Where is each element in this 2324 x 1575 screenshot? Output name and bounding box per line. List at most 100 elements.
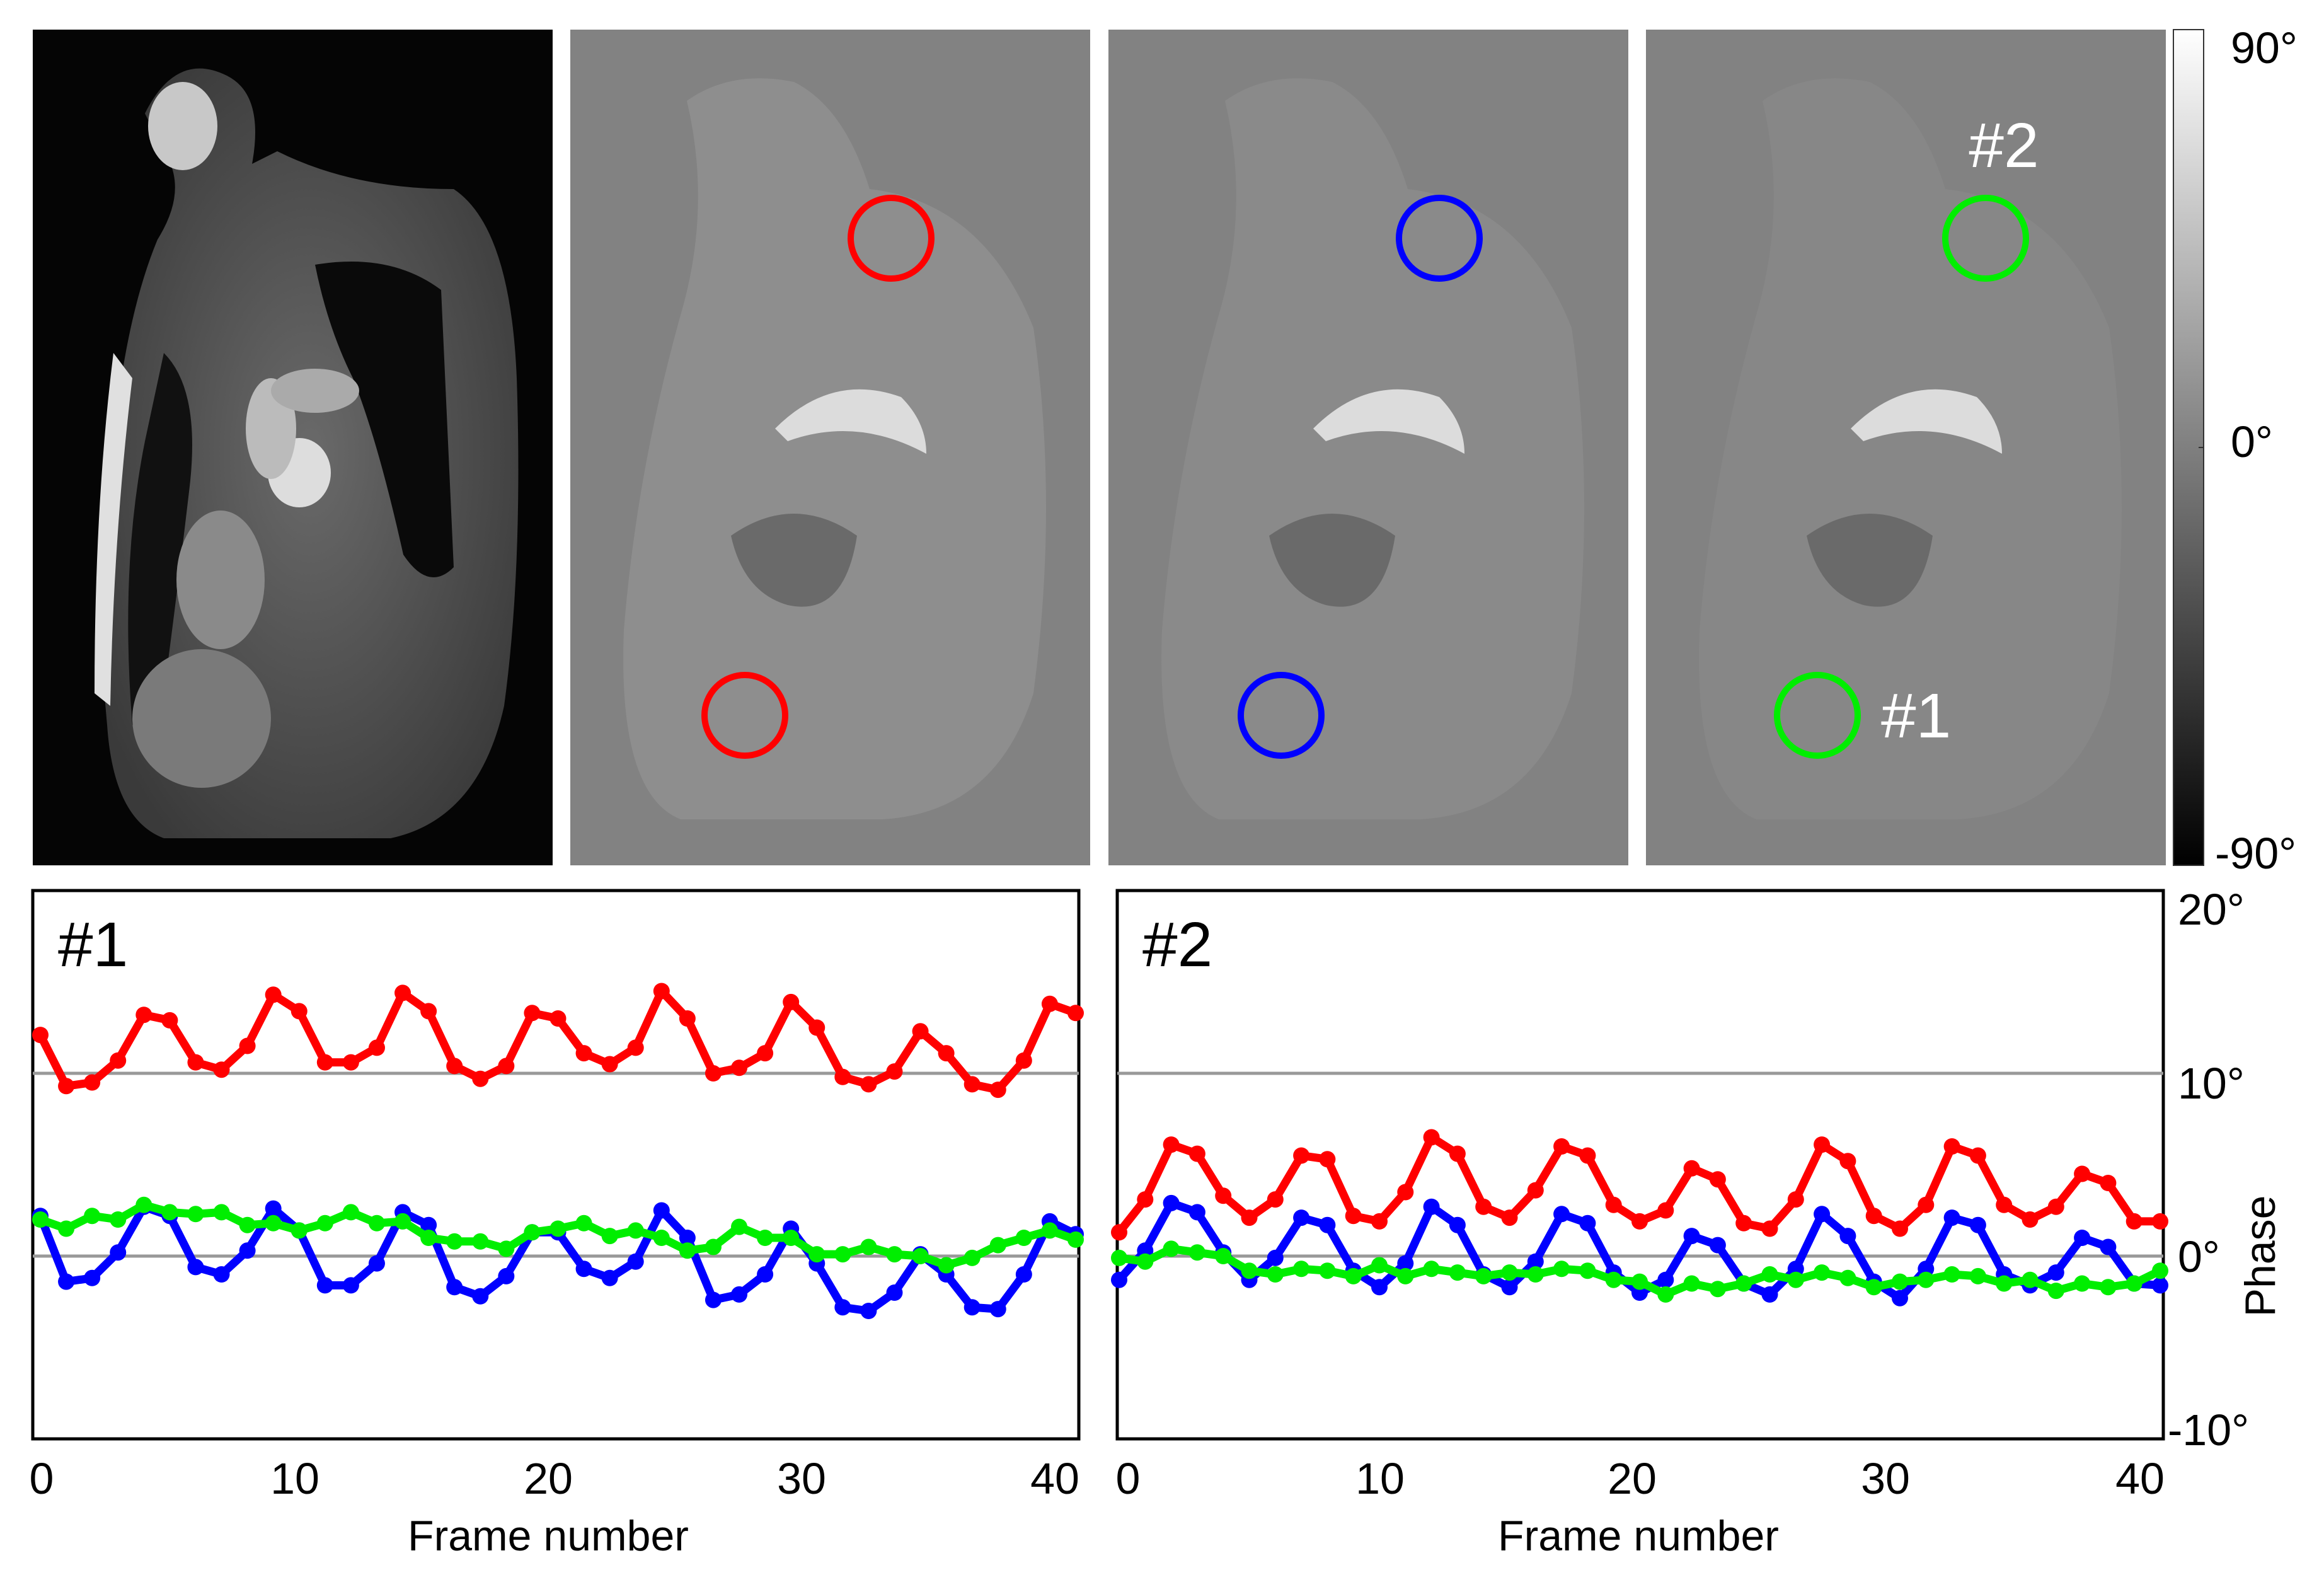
- data-point-red: [575, 1045, 592, 1062]
- data-point-blue: [187, 1259, 204, 1276]
- data-point-blue: [2152, 1277, 2168, 1294]
- data-point-green: [342, 1204, 359, 1221]
- data-point-green: [549, 1220, 567, 1237]
- data-point-red: [964, 1076, 981, 1093]
- data-point-green: [394, 1213, 411, 1230]
- data-point-red: [1709, 1171, 1726, 1188]
- data-point-blue: [575, 1261, 592, 1278]
- data-point-red: [731, 1059, 748, 1076]
- data-point-blue: [886, 1284, 903, 1301]
- plot-frame: [31, 889, 1081, 1441]
- data-point-green: [783, 1230, 800, 1246]
- data-point-green: [2152, 1262, 2168, 1279]
- data-point-green: [1111, 1249, 1127, 1266]
- data-point-red: [938, 1045, 955, 1062]
- plot-title: #1: [58, 909, 128, 980]
- data-point-red: [135, 1007, 152, 1024]
- data-point-blue: [446, 1279, 463, 1296]
- colorbar: 90° 0° -90°: [2173, 23, 2298, 878]
- data-point-red: [912, 1023, 929, 1040]
- data-point-red: [1015, 1052, 1032, 1069]
- data-point-green: [84, 1208, 101, 1225]
- x-tick-label: 10: [1355, 1454, 1405, 1503]
- data-point-red: [187, 1054, 204, 1071]
- data-point-green: [265, 1214, 282, 1232]
- data-point-red: [290, 1003, 308, 1020]
- data-point-red: [549, 1010, 567, 1027]
- roi-label-2: #2: [1969, 110, 2039, 181]
- roi-circle-blue-2: [1396, 195, 1483, 282]
- data-point-green: [1267, 1266, 1284, 1283]
- data-point-blue: [1188, 1204, 1205, 1221]
- data-point-blue: [705, 1291, 722, 1308]
- data-point-red: [1188, 1145, 1205, 1162]
- data-point-green: [964, 1249, 981, 1266]
- data-point-red: [1449, 1145, 1466, 1162]
- data-point-green: [938, 1257, 955, 1274]
- data-point-red: [1041, 995, 1058, 1012]
- data-point-red: [1761, 1220, 1778, 1237]
- y-tick-label: -10°: [2168, 1405, 2249, 1455]
- data-point-red: [1501, 1209, 1518, 1226]
- data-point-blue: [1943, 1209, 1960, 1226]
- data-point-blue: [265, 1200, 282, 1217]
- roi-circle-green-1: [1774, 672, 1861, 759]
- data-point-green: [757, 1230, 774, 1246]
- data-point-blue: [1969, 1216, 1986, 1233]
- data-point-green: [239, 1216, 256, 1233]
- data-point-red: [1267, 1191, 1284, 1208]
- phase-plot-roi2: #2: [1111, 889, 2168, 1441]
- data-point-red: [2074, 1165, 2091, 1182]
- data-point-green: [1449, 1264, 1466, 1281]
- data-point-green: [1215, 1248, 1232, 1264]
- data-point-blue: [2047, 1264, 2064, 1281]
- data-point-green: [1015, 1230, 1032, 1246]
- data-point-red: [1839, 1153, 1856, 1170]
- data-point-red: [394, 984, 411, 1001]
- data-point-green: [187, 1206, 204, 1223]
- data-point-red: [1605, 1196, 1622, 1213]
- data-point-green: [1631, 1273, 1648, 1290]
- data-point-green: [213, 1204, 230, 1221]
- data-point-green: [1397, 1267, 1414, 1284]
- data-point-green: [316, 1214, 333, 1232]
- x-axis-label: Frame number: [1498, 1512, 1779, 1560]
- data-point-blue: [1657, 1271, 1674, 1288]
- data-point-green: [1067, 1231, 1084, 1248]
- data-point-red: [1319, 1151, 1336, 1168]
- data-point-green: [2047, 1283, 2064, 1300]
- data-point-blue: [1371, 1279, 1388, 1296]
- data-point-red: [1527, 1182, 1544, 1199]
- data-point-green: [368, 1214, 385, 1232]
- data-point-red: [316, 1054, 333, 1071]
- colorbar-mid-label: 0°: [2231, 417, 2273, 466]
- data-point-blue: [1814, 1206, 1831, 1223]
- x-tick-label: 0: [30, 1454, 54, 1503]
- data-point-green: [1865, 1279, 1882, 1296]
- data-point-green: [1137, 1253, 1154, 1270]
- data-point-green: [1553, 1261, 1570, 1278]
- x-axis-plot2: 0 10 20 30 40 Frame number: [1116, 1454, 2165, 1560]
- data-point-blue: [1501, 1279, 1518, 1296]
- data-point-red: [757, 1045, 774, 1062]
- data-point-green: [1188, 1244, 1205, 1261]
- data-point-green: [1683, 1275, 1700, 1292]
- data-point-green: [834, 1246, 851, 1263]
- data-point-blue: [601, 1269, 618, 1286]
- data-point-blue: [58, 1273, 75, 1290]
- x-axis-label: Frame number: [408, 1512, 689, 1560]
- roi-circle-red-2: [848, 195, 935, 282]
- data-point-red: [1892, 1220, 1908, 1237]
- x-tick-label: 20: [1608, 1454, 1657, 1503]
- data-point-green: [110, 1211, 127, 1228]
- data-point-green: [1918, 1271, 1935, 1288]
- data-point-red: [84, 1074, 101, 1091]
- data-point-blue: [834, 1299, 851, 1316]
- data-point-green: [912, 1248, 929, 1264]
- data-point-green: [860, 1238, 877, 1255]
- data-point-red: [1969, 1147, 1986, 1164]
- x-tick-label: 40: [2115, 1454, 2165, 1503]
- data-point-blue: [1267, 1249, 1284, 1266]
- data-point-green: [472, 1233, 489, 1250]
- data-point-red: [1553, 1138, 1570, 1155]
